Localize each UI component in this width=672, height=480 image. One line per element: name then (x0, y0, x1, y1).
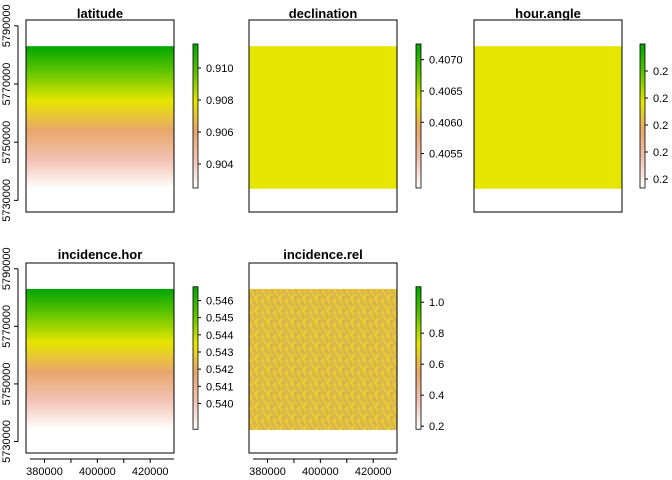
legend-tick-label: 0.904 (206, 159, 234, 171)
legend-tick-label: 0.2 (653, 174, 668, 186)
plot-frame (25, 262, 175, 454)
legend-tick-label: 0.541 (206, 381, 234, 393)
legend-colorbar: 0.2 0.2 0.2 0.2 0.2 (639, 43, 668, 189)
x-tick-label: 380000 (26, 466, 63, 478)
legend-tick-label: 0.906 (206, 127, 234, 139)
raster-image (249, 288, 397, 430)
legend-colorbar: 0.4055 0.4060 0.4065 0.4070 (415, 43, 463, 189)
y-tick-label: 5730000 (1, 420, 13, 463)
legend-bar (415, 43, 422, 189)
legend-colorbar: 0.540 0.541 0.542 0.543 0.544 0.545 0.546 (192, 286, 234, 430)
y-tick-label: 5750000 (1, 121, 13, 164)
y-tick-label: 5790000 (1, 247, 13, 290)
legend-tick-label: 0.4070 (429, 55, 463, 67)
legend-bar (639, 43, 646, 189)
x-axis: 380000 400000 420000 (26, 458, 174, 478)
legend-colorbar: 0.2 0.4 0.6 0.8 1.0 (415, 286, 444, 433)
legend-tick-label: 0.546 (206, 295, 234, 307)
legend-tick-label: 0.8 (429, 328, 444, 340)
x-tick-label: 420000 (132, 466, 169, 478)
legend-tick-label: 0.6 (429, 359, 444, 371)
y-tick-label: 5790000 (1, 4, 13, 47)
legend-tick-label: 0.2 (653, 66, 668, 78)
plot-frame (25, 19, 175, 213)
raster-image (249, 46, 397, 189)
x-tick-label: 380000 (249, 466, 286, 478)
plot-frame (248, 262, 398, 454)
panel-latitude: latitude 5730000 5750000 5770000 5790000 0.90… (1, 4, 234, 221)
legend-bar (192, 43, 199, 189)
y-tick-label: 5750000 (1, 362, 13, 405)
legend-tick-label: 0.4060 (429, 117, 463, 129)
legend-tick-label: 0.2 (653, 147, 668, 159)
panel-incidence-hor: incidence.hor 5730000 5750000 5770000 579000… (1, 247, 234, 478)
panel-title: incidence.hor (58, 247, 143, 262)
y-tick-label: 5730000 (1, 179, 13, 222)
raster-image (26, 288, 174, 430)
legend-tick-label: 1.0 (429, 297, 444, 309)
panels: latitude 5730000 5750000 5770000 5790000 0.90… (1, 4, 668, 478)
legend-tick-label: 0.542 (206, 364, 234, 376)
legend-tick-label: 0.543 (206, 347, 234, 359)
legend-tick-label: 0.544 (206, 330, 234, 342)
x-axis: 380000 400000 420000 (249, 458, 397, 478)
x-tick-label: 420000 (355, 466, 392, 478)
y-tick-label: 5770000 (1, 63, 13, 106)
panel-title: latitude (77, 6, 123, 21)
legend-tick-label: 0.4055 (429, 149, 463, 161)
legend-tick-label: 0.2 (653, 120, 668, 132)
legend-tick-label: 0.910 (206, 63, 234, 75)
x-tick-label: 400000 (79, 466, 116, 478)
legend-tick-label: 0.545 (206, 313, 234, 325)
raster-image (26, 46, 174, 189)
legend-tick-label: 0.4065 (429, 86, 463, 98)
legend-bar (192, 286, 199, 430)
panel-declination: declination 0.4055 0.4060 0.4065 0.4070 (248, 6, 463, 213)
panel-title: declination (289, 6, 358, 21)
panel-hour-angle: hour.angle 0.2 0.2 0.2 0.2 0.2 (473, 6, 668, 213)
y-axis: 5730000 5750000 5770000 5790000 (1, 4, 19, 222)
raster-image (474, 46, 622, 189)
legend-bar (415, 286, 422, 430)
x-tick-label: 400000 (302, 466, 339, 478)
panel-incidence-rel: incidence.rel 380000 400000 420000 0.2 0.4 0.6… (248, 247, 444, 478)
legend-colorbar: 0.904 0.906 0.908 0.910 (192, 43, 234, 189)
legend-tick-label: 0.2 (429, 421, 444, 433)
panel-title: incidence.rel (283, 247, 362, 262)
y-tick-label: 5770000 (1, 305, 13, 348)
legend-tick-label: 0.2 (653, 93, 668, 105)
plot-frame (473, 19, 623, 213)
y-axis: 5730000 5750000 5770000 5790000 (1, 247, 19, 463)
legend-tick-label: 0.4 (429, 390, 444, 402)
legend-tick-label: 0.908 (206, 95, 234, 107)
legend-tick-label: 0.540 (206, 398, 234, 410)
plot-frame (248, 19, 398, 213)
panel-title: hour.angle (515, 6, 581, 21)
